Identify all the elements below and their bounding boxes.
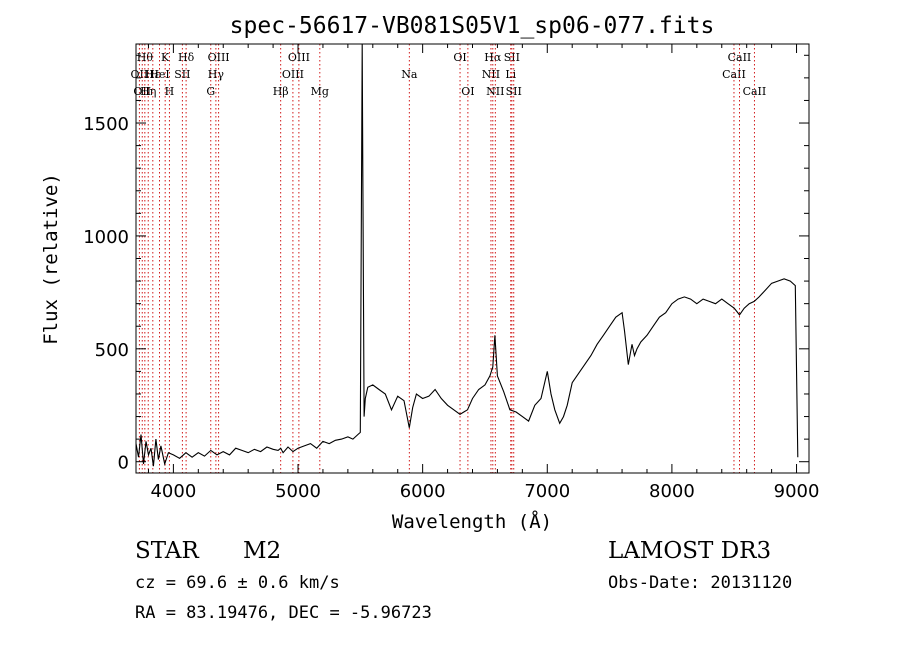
- object-class: STAR: [135, 538, 199, 564]
- x-tick-label: 9000: [774, 481, 820, 502]
- line-marker-label: Hθ: [137, 51, 154, 64]
- x-tick-label: 7000: [524, 481, 570, 502]
- plot-frame: [135, 43, 810, 474]
- line-marker-label: CaII: [722, 68, 746, 81]
- x-tick-label: 8000: [649, 481, 695, 502]
- line-marker-label: HeI: [149, 68, 169, 81]
- survey-name: LAMOST DR3: [608, 538, 772, 564]
- y-axis-label: Flux (relative): [40, 173, 62, 345]
- x-axis-label: Wavelength (Å): [392, 510, 552, 533]
- line-marker-label: Li: [505, 68, 516, 81]
- line-marker-label: H: [165, 85, 175, 98]
- obs-date: Obs-Date: 20131120: [608, 573, 793, 593]
- y-tick-label: 0: [118, 453, 129, 474]
- line-marker-label: SII: [174, 68, 190, 81]
- line-marker-label: OI: [461, 85, 474, 98]
- x-tick-label: 6000: [400, 481, 446, 502]
- chart-title: spec-56617-VB081S05V1_sp06-077.fits: [230, 13, 715, 39]
- y-tick-label: 1000: [83, 227, 129, 248]
- line-marker-label: OIII: [282, 68, 304, 81]
- line-marker-label: OII: [133, 85, 151, 98]
- object-subclass: M2: [243, 538, 282, 564]
- line-marker-label: Hε: [145, 68, 161, 81]
- line-marker-label: Hα: [484, 51, 502, 64]
- line-marker-label: Hβ: [273, 85, 289, 98]
- x-tick-label: 5000: [275, 481, 321, 502]
- line-marker-label: OIII: [288, 51, 310, 64]
- spectrum-line: [135, 43, 799, 467]
- y-tick-label: 1500: [83, 114, 129, 135]
- redshift-text: cz = 69.6 ± 0.6 km/s: [135, 573, 340, 593]
- line-marker-label: K: [161, 51, 170, 64]
- line-marker-label: Hγ: [208, 68, 225, 81]
- line-marker-label: NII: [482, 68, 500, 81]
- line-marker-label: NII: [486, 85, 504, 98]
- line-marker-label: Hη: [140, 85, 156, 98]
- line-marker-label: CaII: [728, 51, 752, 64]
- line-marker-label: OI: [453, 51, 466, 64]
- x-axis: 4000 5000 6000 7000 8000 9000: [147, 44, 820, 502]
- line-marker-label: CaII: [743, 85, 767, 98]
- y-tick-label: 500: [95, 340, 129, 361]
- line-marker-label: Na: [401, 68, 418, 81]
- line-marker-label: Hδ: [178, 51, 195, 64]
- line-marker-label: Mg: [311, 85, 329, 98]
- line-marker-label: G: [206, 85, 215, 98]
- line-marker-label: OII: [131, 68, 149, 81]
- x-tick-label: 4000: [150, 481, 196, 502]
- line-marker-label: OIII: [208, 51, 230, 64]
- y-axis: 0 500 1000 1500: [83, 54, 809, 474]
- line-marker-label: SII: [506, 85, 522, 98]
- line-marker-label: SII: [504, 51, 520, 64]
- coordinates: RA = 83.19476, DEC = -5.96723: [135, 603, 432, 623]
